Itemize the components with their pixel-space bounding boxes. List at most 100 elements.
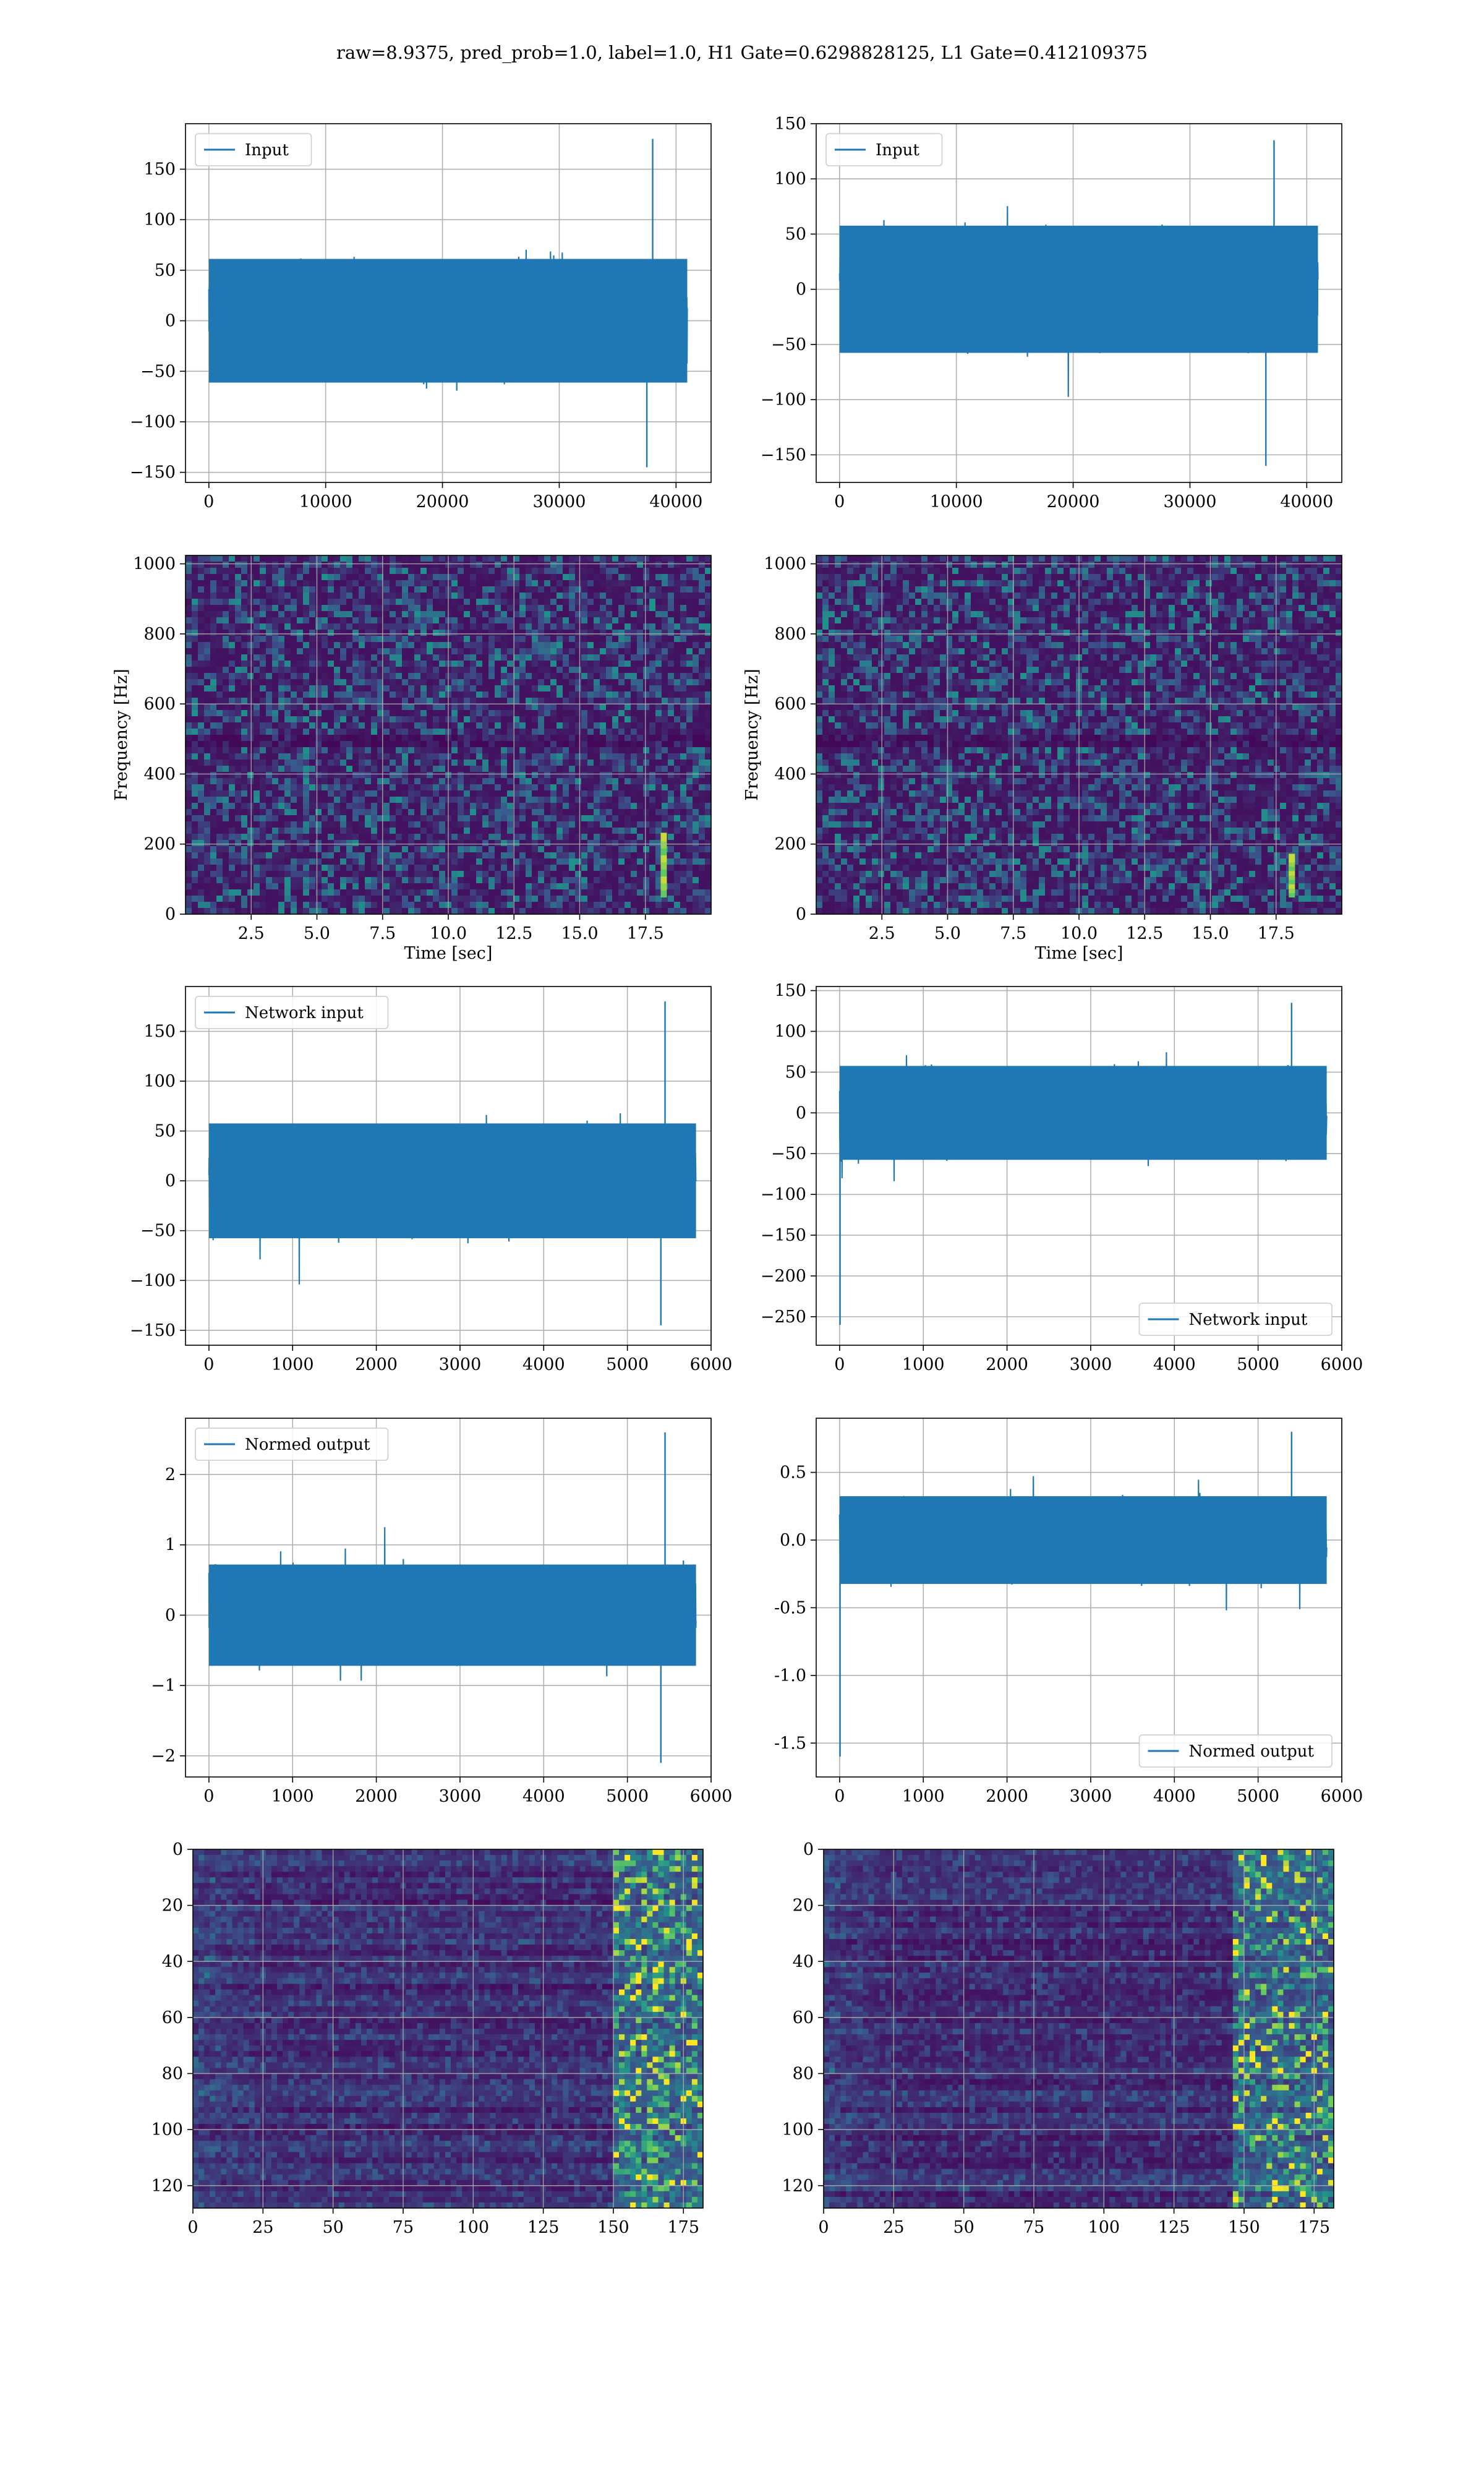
x-tick-label: 0 bbox=[203, 1355, 214, 1374]
x-tick-label: 0 bbox=[834, 492, 845, 511]
y-tick-label: 1000 bbox=[764, 555, 806, 574]
l1_normed_output-panel: 0 1000 2000 3000 4000 5000 6000-1.5-1.0-0.50.0… bbox=[774, 1418, 1363, 1806]
x-tick-label: 2000 bbox=[986, 1355, 1028, 1374]
x-tick-label: 2.5 bbox=[238, 924, 265, 943]
x-tick-label: 15.0 bbox=[561, 924, 598, 943]
y-tick-label: −250 bbox=[761, 1308, 806, 1327]
y-tick-label: 1 bbox=[165, 1536, 176, 1555]
x-tick-label: 100 bbox=[1088, 2218, 1120, 2237]
y-tick-label: −50 bbox=[771, 335, 806, 354]
y-tick-label: -0.5 bbox=[774, 1598, 806, 1617]
x-axis-label: Time [sec] bbox=[1035, 944, 1124, 963]
y-tick-label: −2 bbox=[151, 1747, 176, 1766]
legend-label: Network input bbox=[1189, 1311, 1308, 1329]
x-tick-label: 75 bbox=[1023, 2218, 1044, 2237]
y-tick-label: 0 bbox=[796, 1103, 806, 1123]
x-tick-label: 1000 bbox=[902, 1787, 945, 1806]
x-tick-label: 175 bbox=[667, 2218, 699, 2237]
x-tick-label: 3000 bbox=[1070, 1787, 1112, 1806]
y-tick-label: 50 bbox=[785, 1063, 806, 1082]
y-tick-label: 400 bbox=[774, 764, 806, 784]
series-core bbox=[840, 226, 1318, 353]
y-tick-label: 40 bbox=[162, 1952, 183, 1971]
axes-frame bbox=[816, 987, 1342, 1345]
y-tick-label: 120 bbox=[151, 2177, 183, 2196]
y-tick-label: 0 bbox=[796, 280, 806, 299]
y-tick-label: 800 bbox=[774, 625, 806, 644]
y-tick-label: 400 bbox=[143, 764, 176, 784]
legend: Normed output bbox=[1140, 1735, 1333, 1767]
l1_network_input-panel: 0 1000 2000 3000 4000 5000 6000−250−200−150−10… bbox=[761, 982, 1363, 1374]
heatmap-cells bbox=[824, 1849, 1334, 2209]
x-tick-label: 5000 bbox=[1237, 1787, 1279, 1806]
x-tick-label: 75 bbox=[393, 2218, 414, 2237]
y-tick-label: 150 bbox=[143, 1022, 176, 1042]
legend: Normed output bbox=[195, 1428, 388, 1460]
y-tick-label: 1000 bbox=[133, 555, 176, 574]
y-tick-label: 0.5 bbox=[780, 1463, 806, 1483]
h1_spectrogram-panel: 2.5 5.0 7.5 10.0 12.5 15.0 17.5020040060080010… bbox=[112, 555, 712, 963]
x-tick-label: 30000 bbox=[1163, 492, 1216, 511]
legend: Network input bbox=[195, 996, 388, 1029]
x-tick-label: 5000 bbox=[1237, 1355, 1279, 1374]
x-tick-label: 0 bbox=[834, 1787, 845, 1806]
y-tick-label: 600 bbox=[774, 695, 806, 714]
x-tick-label: 20000 bbox=[1047, 492, 1100, 511]
y-tick-label: 100 bbox=[782, 2120, 814, 2139]
y-tick-label: 50 bbox=[785, 225, 806, 244]
x-tick-label: 0 bbox=[187, 2218, 198, 2237]
x-tick-label: 125 bbox=[527, 2218, 560, 2237]
x-tick-label: 10.0 bbox=[430, 924, 467, 943]
y-tick-label: -1.0 bbox=[774, 1666, 806, 1685]
x-axis-label: Time [sec] bbox=[404, 944, 493, 963]
y-tick-label: 200 bbox=[143, 835, 176, 854]
y-tick-label: 20 bbox=[793, 1896, 814, 1915]
x-tick-label: 2000 bbox=[355, 1787, 398, 1806]
chirp-pixel bbox=[1289, 854, 1295, 862]
heatmap-cells bbox=[193, 1849, 704, 2209]
x-tick-label: 175 bbox=[1298, 2218, 1330, 2237]
x-tick-label: 6000 bbox=[690, 1787, 733, 1806]
series-core bbox=[209, 259, 688, 383]
h1_input-panel: 0 10000 20000 30000 40000−150−100−5005010015… bbox=[130, 124, 711, 511]
x-tick-label: 5000 bbox=[606, 1355, 649, 1374]
x-tick-label: 150 bbox=[597, 2218, 629, 2237]
y-tick-label: −100 bbox=[130, 413, 176, 432]
x-tick-label: 2000 bbox=[986, 1787, 1028, 1806]
x-tick-label: 12.5 bbox=[495, 924, 532, 943]
legend-label: Normed output bbox=[245, 1436, 370, 1454]
x-tick-label: 5.0 bbox=[934, 924, 961, 943]
y-tick-label: 100 bbox=[774, 1022, 806, 1042]
y-tick-label: 20 bbox=[162, 1896, 183, 1915]
x-tick-label: 6000 bbox=[1321, 1787, 1363, 1806]
x-tick-label: 4000 bbox=[522, 1787, 565, 1806]
legend-label: Input bbox=[245, 141, 289, 160]
x-tick-label: 25 bbox=[252, 2218, 273, 2237]
x-tick-label: 4000 bbox=[522, 1355, 565, 1374]
x-tick-label: 125 bbox=[1158, 2218, 1190, 2237]
x-tick-label: 6000 bbox=[1321, 1355, 1363, 1374]
y-tick-label: 150 bbox=[774, 982, 806, 1001]
x-tick-label: 40000 bbox=[649, 492, 702, 511]
x-tick-label: 0 bbox=[834, 1355, 845, 1374]
y-tick-label: 0 bbox=[803, 1840, 814, 1859]
x-tick-label: 7.5 bbox=[369, 924, 396, 943]
legend-label: Input bbox=[876, 141, 919, 160]
y-tick-label: 0 bbox=[165, 1171, 176, 1191]
legend: Network input bbox=[1140, 1303, 1333, 1335]
x-tick-label: 0 bbox=[203, 492, 214, 511]
x-tick-label: 10.0 bbox=[1060, 924, 1098, 943]
x-tick-label: 4000 bbox=[1153, 1787, 1196, 1806]
y-tick-label: −50 bbox=[140, 1222, 176, 1241]
x-tick-label: 100 bbox=[458, 2218, 490, 2237]
x-tick-label: 150 bbox=[1228, 2218, 1260, 2237]
y-tick-label: −200 bbox=[761, 1267, 806, 1286]
y-tick-label: −50 bbox=[771, 1144, 806, 1163]
x-tick-label: 0 bbox=[203, 1787, 214, 1806]
x-tick-label: 12.5 bbox=[1126, 924, 1163, 943]
x-tick-label: 2000 bbox=[355, 1355, 398, 1374]
y-tick-label: −150 bbox=[761, 1226, 806, 1245]
y-tick-label: 40 bbox=[793, 1952, 814, 1971]
